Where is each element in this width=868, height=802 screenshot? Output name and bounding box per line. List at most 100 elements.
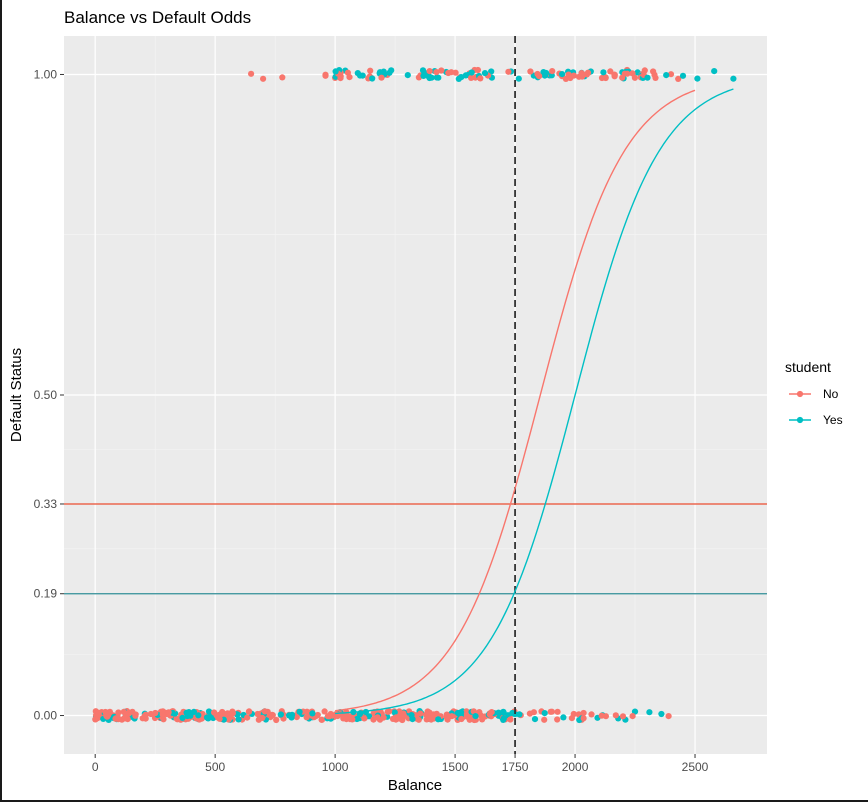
x-tick-label: 1500 bbox=[442, 760, 469, 774]
y-tick-label: 0.00 bbox=[34, 709, 58, 723]
data-point bbox=[470, 708, 477, 715]
data-point bbox=[711, 68, 718, 75]
data-point bbox=[448, 713, 455, 720]
data-point bbox=[333, 711, 340, 718]
data-point bbox=[321, 708, 328, 715]
data-point bbox=[203, 714, 211, 721]
data-point bbox=[224, 710, 231, 717]
legend: student No Yes bbox=[785, 359, 843, 427]
data-point bbox=[269, 712, 276, 719]
data-point bbox=[367, 67, 374, 74]
x-axis: 0 500 1000 1500 1750 2000 2500 bbox=[92, 754, 709, 774]
data-point bbox=[95, 709, 102, 716]
y-tick-label: 0.19 bbox=[34, 587, 58, 601]
data-point bbox=[624, 70, 631, 77]
data-point bbox=[541, 716, 548, 723]
data-point bbox=[559, 71, 566, 78]
data-point bbox=[248, 70, 255, 77]
data-point bbox=[159, 711, 166, 718]
data-point bbox=[476, 709, 483, 716]
data-point bbox=[481, 70, 489, 77]
data-point bbox=[142, 715, 149, 722]
data-point bbox=[216, 715, 223, 722]
data-point bbox=[679, 72, 687, 79]
data-point bbox=[612, 712, 619, 719]
data-point bbox=[567, 74, 574, 82]
data-point bbox=[602, 74, 609, 82]
data-point bbox=[229, 710, 236, 717]
data-point bbox=[388, 67, 395, 74]
y-tick-label: 1.00 bbox=[34, 67, 58, 81]
y-axis-title: Default Status bbox=[8, 348, 25, 442]
data-point bbox=[516, 711, 523, 718]
data-point bbox=[631, 74, 639, 81]
data-point bbox=[205, 708, 213, 715]
data-point bbox=[665, 713, 672, 720]
data-point bbox=[443, 711, 450, 718]
data-point bbox=[515, 75, 522, 82]
data-point bbox=[495, 709, 502, 716]
data-point bbox=[584, 69, 592, 76]
data-point bbox=[408, 712, 415, 719]
data-point bbox=[580, 715, 587, 722]
data-point bbox=[568, 715, 576, 722]
data-point bbox=[261, 708, 268, 715]
data-point bbox=[474, 66, 481, 74]
data-point bbox=[386, 708, 393, 715]
data-point bbox=[369, 75, 376, 82]
data-point bbox=[273, 716, 280, 724]
data-point bbox=[391, 709, 398, 716]
data-point bbox=[115, 709, 122, 716]
data-point bbox=[554, 708, 561, 715]
data-point bbox=[346, 716, 354, 723]
data-point bbox=[225, 716, 232, 723]
data-point bbox=[575, 73, 583, 80]
data-point bbox=[322, 72, 329, 79]
data-point bbox=[486, 711, 493, 718]
data-point bbox=[663, 72, 670, 79]
data-point bbox=[420, 72, 427, 79]
data-point bbox=[380, 68, 387, 75]
data-point bbox=[458, 715, 465, 723]
data-point bbox=[600, 69, 607, 76]
data-point bbox=[132, 711, 139, 718]
data-point bbox=[103, 712, 110, 720]
data-point bbox=[277, 711, 284, 718]
legend-label: Yes bbox=[823, 413, 843, 427]
data-point bbox=[458, 74, 465, 81]
data-point bbox=[500, 716, 507, 724]
x-tick-label: 2000 bbox=[562, 760, 589, 774]
data-point bbox=[580, 709, 587, 717]
data-point bbox=[468, 74, 475, 81]
x-tick-label: 500 bbox=[205, 760, 225, 774]
data-point bbox=[259, 714, 266, 722]
data-point bbox=[293, 714, 300, 721]
data-point bbox=[598, 712, 605, 719]
legend-title: student bbox=[785, 359, 831, 375]
data-point bbox=[195, 712, 202, 719]
fit-curve-yes bbox=[335, 88, 734, 715]
data-point bbox=[332, 68, 339, 75]
data-point bbox=[309, 710, 316, 717]
data-point bbox=[314, 711, 321, 719]
data-point bbox=[435, 716, 442, 723]
data-point bbox=[505, 68, 512, 75]
data-point bbox=[477, 75, 484, 82]
data-point bbox=[296, 708, 303, 715]
x-tick-label: 1000 bbox=[322, 760, 349, 774]
data-point bbox=[318, 716, 325, 723]
data-point bbox=[468, 69, 475, 76]
data-point bbox=[530, 709, 538, 716]
data-point bbox=[244, 714, 251, 721]
data-point bbox=[667, 71, 675, 78]
data-point bbox=[353, 715, 361, 723]
data-point bbox=[286, 712, 293, 719]
data-point bbox=[344, 69, 351, 76]
data-point bbox=[401, 713, 408, 720]
data-point bbox=[428, 716, 435, 723]
data-point bbox=[433, 69, 440, 76]
data-point bbox=[179, 714, 186, 722]
data-point bbox=[121, 715, 128, 722]
data-point bbox=[644, 74, 651, 81]
